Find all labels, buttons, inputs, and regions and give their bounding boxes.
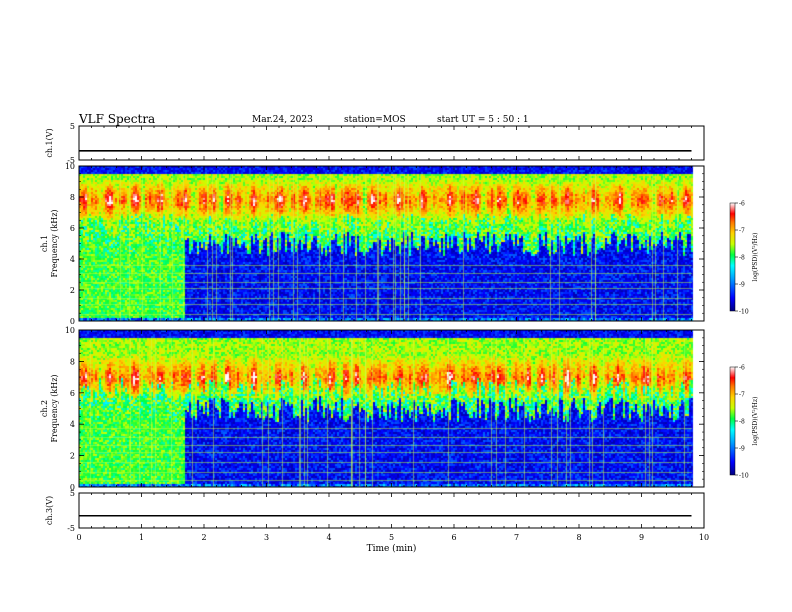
x-tick-label: 5 bbox=[389, 533, 394, 542]
y-axis-label: ch.3(V) bbox=[45, 496, 54, 525]
colorbar-label: log(PSD)(V²/Hz) bbox=[752, 233, 759, 282]
y-tick-label: 6 bbox=[70, 224, 75, 233]
y-tick-label: -5 bbox=[67, 156, 75, 165]
spectrogram-image bbox=[79, 330, 704, 487]
x-tick-label: 6 bbox=[451, 533, 456, 542]
y-axis-label-channel: ch.2 bbox=[40, 400, 49, 417]
colorbar-tick-label: -7 bbox=[739, 392, 745, 399]
y-tick-label: -5 bbox=[67, 524, 75, 533]
colorbar-tick-label: -6 bbox=[739, 365, 745, 372]
y-tick-label: 0 bbox=[70, 317, 75, 326]
y-tick-label: 4 bbox=[70, 420, 75, 429]
colorbar-tick-label: -9 bbox=[739, 446, 745, 453]
x-tick-label: 2 bbox=[201, 533, 206, 542]
colorbar-label: log(PSD)(V²/Hz) bbox=[752, 397, 759, 446]
colorbar-tick-label: -7 bbox=[739, 228, 745, 235]
date-label: Mar.24, 2023 bbox=[252, 115, 313, 125]
y-tick-label: 8 bbox=[70, 193, 75, 202]
start-time-label: start UT = 5 : 50 : 1 bbox=[437, 115, 529, 125]
x-tick-label: 9 bbox=[639, 533, 644, 542]
y-tick-label: 6 bbox=[70, 389, 75, 398]
colorbar bbox=[729, 366, 736, 476]
y-tick-label: 5 bbox=[70, 122, 75, 131]
y-tick-label: 8 bbox=[70, 357, 75, 366]
x-tick-label: 4 bbox=[326, 533, 331, 542]
y-tick-label: 5 bbox=[70, 489, 75, 498]
colorbar-tick-label: -8 bbox=[739, 419, 745, 426]
y-axis-label-frequency: Frequency (kHz) bbox=[50, 209, 59, 277]
spectrogram-image bbox=[79, 166, 704, 321]
x-tick-label: 0 bbox=[76, 533, 81, 542]
y-tick-label: 10 bbox=[65, 326, 75, 335]
y-axis-label: ch.1(V) bbox=[45, 128, 54, 157]
x-axis-label: Time (min) bbox=[367, 543, 417, 554]
y-tick-label: 0 bbox=[70, 483, 75, 492]
x-tick-label: 10 bbox=[699, 533, 709, 542]
colorbar bbox=[729, 202, 736, 312]
panel-frame bbox=[78, 492, 705, 529]
x-tick-label: 7 bbox=[514, 533, 519, 542]
chart-title: VLF Spectra bbox=[79, 112, 156, 126]
x-tick-label: 8 bbox=[576, 533, 581, 542]
y-tick-label: 2 bbox=[70, 452, 75, 461]
y-tick-label: 2 bbox=[70, 286, 75, 295]
y-tick-label: 10 bbox=[65, 162, 75, 171]
y-tick-label: 4 bbox=[70, 255, 75, 264]
colorbar-tick-label: -6 bbox=[739, 201, 745, 208]
colorbar-tick-label: -10 bbox=[739, 309, 749, 316]
y-axis-label-frequency: Frequency (kHz) bbox=[50, 374, 59, 442]
x-tick-label: 1 bbox=[139, 533, 144, 542]
colorbar-tick-label: -9 bbox=[739, 282, 745, 289]
station-label: station=MOS bbox=[344, 115, 406, 125]
y-axis-label-channel: ch.1 bbox=[40, 235, 49, 252]
colorbar-tick-label: -8 bbox=[739, 255, 745, 262]
panel-frame bbox=[78, 125, 705, 161]
colorbar-tick-label: -10 bbox=[739, 473, 749, 480]
x-tick-label: 3 bbox=[264, 533, 269, 542]
